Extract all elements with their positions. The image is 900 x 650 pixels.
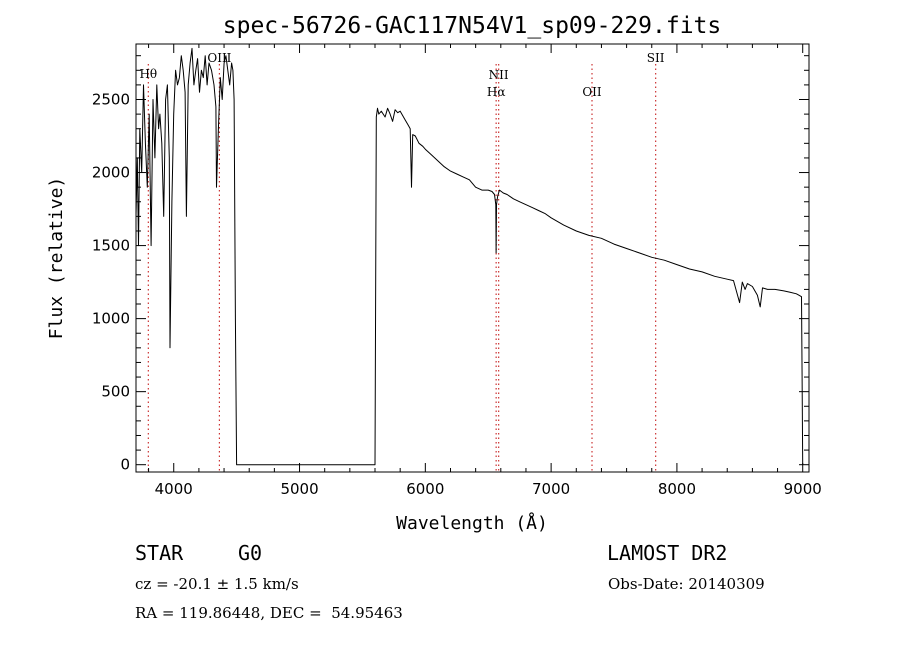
x-axis-label: Wavelength (Å) bbox=[396, 512, 548, 534]
y-axis-label: Flux (relative) bbox=[46, 177, 67, 340]
chart-title: spec-56726-GAC117N54V1_sp09-229.fits bbox=[223, 13, 722, 39]
y-tick-label: 0 bbox=[120, 456, 130, 474]
line-marker-label: SII bbox=[647, 51, 665, 65]
y-tick-label: 1000 bbox=[92, 310, 130, 328]
object-subclass: G0 bbox=[238, 541, 263, 565]
y-tick-label: 2000 bbox=[92, 164, 130, 182]
x-tick-label: 8000 bbox=[658, 480, 696, 498]
line-marker-label: OII bbox=[582, 85, 602, 99]
redshift-text: cz = -20.1 ± 1.5 km/s bbox=[135, 575, 299, 593]
x-tick-label: 5000 bbox=[280, 480, 318, 498]
line-marker-label: Hθ bbox=[139, 67, 157, 81]
x-tick-label: 7000 bbox=[532, 480, 570, 498]
axis-ticks: 4000 5000 6000 7000 8000 9000 0 500 1000 1500 2000… bbox=[92, 44, 822, 498]
survey-name: LAMOST DR2 bbox=[607, 541, 728, 565]
line-marker-label: OIII bbox=[207, 51, 231, 65]
y-tick-label: 1500 bbox=[92, 237, 130, 255]
spectrum-series bbox=[135, 47, 804, 466]
y-tick-label: 2500 bbox=[92, 91, 130, 109]
spectrum-line bbox=[135, 47, 804, 466]
coordinates-text: RA = 119.86448, DEC = 54.95463 bbox=[135, 604, 403, 622]
x-tick-label: 9000 bbox=[784, 480, 822, 498]
plot-frame bbox=[135, 43, 810, 473]
object-class: STAR bbox=[135, 541, 184, 565]
y-tick-label: 500 bbox=[101, 383, 130, 401]
x-tick-label: 4000 bbox=[155, 480, 193, 498]
obs-date-text: Obs-Date: 20140309 bbox=[608, 575, 765, 593]
line-marker-label: Hα bbox=[487, 85, 506, 99]
line-marker-label: NII bbox=[489, 68, 509, 82]
x-tick-label: 6000 bbox=[406, 480, 444, 498]
